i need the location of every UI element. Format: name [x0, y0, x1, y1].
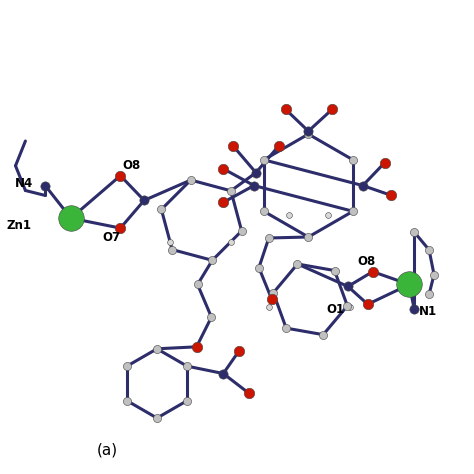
- Point: [153, 345, 161, 353]
- Point: [349, 208, 357, 215]
- Point: [324, 211, 332, 219]
- Point: [183, 397, 191, 404]
- Point: [194, 281, 201, 288]
- Point: [227, 187, 235, 195]
- Point: [187, 176, 194, 184]
- Point: [117, 224, 124, 232]
- Point: [319, 331, 327, 338]
- Point: [41, 182, 49, 189]
- Text: O8: O8: [122, 159, 141, 172]
- Point: [349, 156, 357, 164]
- Point: [305, 128, 312, 135]
- Text: N4: N4: [15, 177, 33, 190]
- Point: [123, 362, 131, 370]
- Point: [346, 303, 354, 311]
- Point: [305, 233, 312, 241]
- Point: [67, 214, 75, 222]
- Point: [219, 370, 227, 377]
- Point: [168, 246, 176, 254]
- Point: [331, 267, 338, 274]
- Point: [166, 238, 173, 246]
- Point: [381, 159, 388, 166]
- Point: [344, 302, 351, 310]
- Point: [369, 268, 376, 275]
- Point: [410, 228, 418, 236]
- Point: [282, 106, 290, 113]
- Point: [364, 301, 372, 308]
- Point: [425, 291, 433, 298]
- Text: (a): (a): [96, 443, 118, 458]
- Point: [268, 296, 275, 303]
- Text: Zn1: Zn1: [6, 219, 31, 232]
- Point: [265, 303, 273, 311]
- Text: O1: O1: [327, 303, 345, 316]
- Point: [285, 211, 292, 219]
- Point: [209, 256, 216, 264]
- Point: [157, 206, 165, 213]
- Point: [183, 362, 191, 370]
- Point: [250, 182, 258, 189]
- Point: [219, 199, 227, 206]
- Point: [270, 289, 277, 297]
- Point: [208, 313, 215, 321]
- Point: [283, 324, 290, 332]
- Point: [140, 197, 148, 204]
- Point: [123, 397, 131, 404]
- Point: [260, 156, 268, 164]
- Text: O8: O8: [358, 255, 376, 268]
- Point: [117, 172, 124, 180]
- Point: [275, 142, 283, 150]
- Point: [328, 106, 336, 113]
- Point: [252, 169, 260, 176]
- Point: [255, 264, 263, 272]
- Text: N1: N1: [419, 305, 438, 318]
- Point: [245, 390, 253, 397]
- Point: [265, 234, 273, 242]
- Point: [405, 281, 413, 288]
- Point: [260, 208, 268, 215]
- Point: [229, 142, 237, 150]
- Point: [425, 246, 433, 254]
- Point: [430, 271, 438, 278]
- Point: [344, 283, 352, 290]
- Point: [238, 227, 246, 235]
- Point: [235, 347, 243, 355]
- Point: [359, 182, 366, 189]
- Point: [388, 191, 395, 199]
- Point: [228, 238, 235, 246]
- Point: [193, 343, 201, 351]
- Point: [219, 165, 227, 173]
- Text: O7: O7: [102, 231, 121, 245]
- Point: [294, 260, 301, 268]
- Point: [305, 130, 312, 138]
- Point: [153, 414, 161, 422]
- Point: [410, 305, 418, 313]
